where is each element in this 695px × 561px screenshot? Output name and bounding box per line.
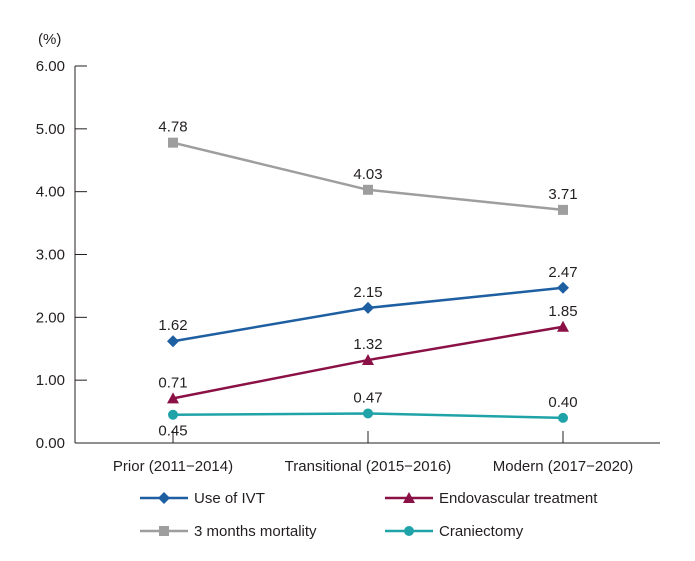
data-label-craniectomy: 0.47 bbox=[353, 389, 382, 406]
data-point-craniectomy bbox=[168, 409, 178, 420]
data-label-use-of-ivt: 2.15 bbox=[353, 284, 382, 301]
data-label-3-months-mortality: 3.71 bbox=[548, 186, 577, 203]
series-3-months-mortality: 4.78 4.03 3.71 bbox=[158, 119, 578, 215]
data-point-3-months-mortality bbox=[168, 137, 178, 148]
legend-label: Use of IVT bbox=[194, 490, 265, 507]
data-point-endovascular-treatment bbox=[362, 354, 374, 366]
data-point-3-months-mortality bbox=[558, 204, 568, 215]
legend-label: 3 months mortality bbox=[194, 523, 317, 540]
data-label-use-of-ivt: 2.47 bbox=[548, 264, 577, 281]
legend-item-endovascular-treatment: Endovascular treatment bbox=[385, 490, 598, 507]
legend-marker-craniectomy bbox=[404, 526, 414, 536]
data-label-3-months-mortality: 4.03 bbox=[353, 166, 382, 183]
data-label-endovascular-treatment: 0.71 bbox=[158, 374, 187, 391]
data-label-endovascular-treatment: 1.85 bbox=[548, 303, 577, 320]
y-tick-label: 5.00 bbox=[36, 121, 65, 138]
data-label-craniectomy: 0.45 bbox=[158, 423, 187, 440]
data-point-craniectomy bbox=[558, 412, 568, 423]
x-tick-label: Modern (2017−2020) bbox=[493, 458, 634, 475]
x-axis: Prior (2011−2014) Transitional (2015−2016… bbox=[75, 431, 660, 475]
x-tick-label: Prior (2011−2014) bbox=[113, 458, 233, 475]
y-tick-label: 3.00 bbox=[36, 247, 65, 264]
y-tick-label: 6.00 bbox=[36, 58, 65, 75]
legend-item-use-of-ivt: Use of IVT bbox=[140, 490, 265, 507]
legend-item-craniectomy: Craniectomy bbox=[385, 523, 524, 540]
y-tick-label: 2.00 bbox=[36, 309, 65, 326]
y-axis: 0.00 1.00 2.00 3.00 4.00 5.00 6.00 bbox=[36, 58, 87, 452]
data-point-use-of-ivt bbox=[557, 281, 569, 294]
y-axis-unit-label: (%) bbox=[38, 31, 61, 48]
data-point-endovascular-treatment bbox=[557, 320, 569, 332]
data-label-3-months-mortality: 4.78 bbox=[158, 119, 187, 136]
legend-label: Endovascular treatment bbox=[439, 490, 598, 507]
legend-marker-use-of-ivt bbox=[158, 492, 170, 504]
data-point-use-of-ivt bbox=[167, 335, 179, 348]
data-point-endovascular-treatment bbox=[167, 392, 179, 404]
y-tick-label: 0.00 bbox=[36, 435, 65, 452]
data-label-craniectomy: 0.40 bbox=[548, 394, 577, 411]
y-tick-label: 4.00 bbox=[36, 184, 65, 201]
data-point-craniectomy bbox=[363, 408, 373, 419]
legend-marker-endovascular-treatment bbox=[403, 492, 415, 503]
data-point-use-of-ivt bbox=[362, 301, 374, 314]
data-point-3-months-mortality bbox=[363, 184, 373, 195]
legend: Use of IVT Endovascular treatment 3 months… bbox=[140, 490, 598, 540]
legend-item-3-months-mortality: 3 months mortality bbox=[140, 523, 317, 540]
series-use-of-ivt: 1.62 2.15 2.47 bbox=[158, 264, 578, 348]
legend-label: Craniectomy bbox=[439, 523, 524, 540]
x-tick-label: Transitional (2015−2016) bbox=[285, 458, 452, 475]
series-endovascular-treatment: 0.71 1.32 1.85 bbox=[158, 303, 578, 404]
data-label-use-of-ivt: 1.62 bbox=[158, 317, 187, 334]
series-craniectomy: 0.45 0.47 0.40 bbox=[158, 389, 577, 439]
data-label-endovascular-treatment: 1.32 bbox=[353, 336, 382, 353]
series-layer: 1.62 2.15 2.47 0.71 1.32 1.85 4.78 4.03 3.71 0.45… bbox=[158, 119, 577, 440]
legend-marker-3-months-mortality bbox=[159, 526, 169, 536]
y-tick-label: 1.00 bbox=[36, 372, 65, 389]
